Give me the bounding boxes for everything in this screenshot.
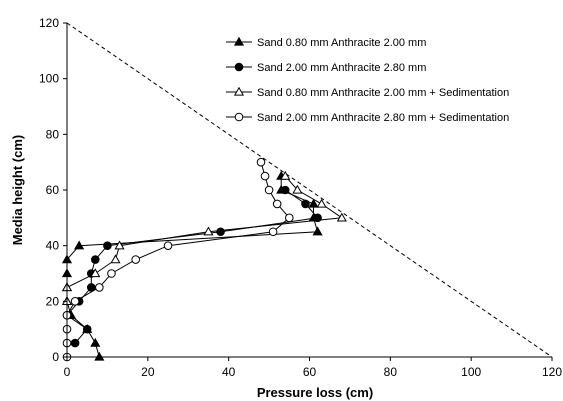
- series-2-point-8: [103, 241, 112, 250]
- series-3-point-3: [90, 268, 101, 278]
- series-1-point-12: [308, 198, 319, 208]
- series-3-point-9: [292, 184, 303, 194]
- plot-area: [61, 22, 553, 362]
- legend-entry-4: Sand 2.00 mm Anthracite 2.80 mm + Sedime…: [226, 112, 509, 124]
- series-4-point-11: [284, 213, 294, 223]
- series-2-point-2: [82, 324, 92, 334]
- legend-label-3: Sand 0.80 mm Anthracite 2.00 mm + Sedime…: [257, 87, 509, 99]
- x-axis-title: Pressure loss (cm): [257, 385, 373, 400]
- legend-marker-2: [234, 62, 244, 72]
- legend-entry-1: Sand 0.80 mm Anthracite 2.00 mm: [226, 36, 426, 49]
- y-tick-label: 120: [39, 16, 59, 30]
- legend-marker-3: [233, 86, 245, 96]
- axes: 0 20 40 60 80 100 120 0 20 40 60 80 100 120: [39, 16, 562, 379]
- series-4-point-6: [95, 283, 104, 292]
- legend-label-2: Sand 2.00 mm Anthracite 2.80 mm: [257, 62, 426, 74]
- series-4-line: [66, 162, 291, 357]
- legend-entry-3: Sand 0.80 mm Anthracite 2.00 mm + Sedime…: [226, 86, 509, 99]
- series-1: [61, 170, 323, 361]
- series-4-point-14: [260, 171, 270, 181]
- series-2-point-9: [216, 227, 225, 237]
- series-1-point-1: [94, 351, 105, 361]
- series-4-point-10: [268, 227, 278, 237]
- series-1-point-9: [74, 240, 85, 250]
- series-3-point-4: [110, 254, 121, 264]
- legend-label-1: Sand 0.80 mm Anthracite 2.00 mm: [257, 37, 426, 49]
- series-3-point-5: [114, 240, 125, 250]
- series-2-point-11: [301, 199, 310, 209]
- y-tick-label: 0: [52, 350, 59, 364]
- x-tick-label: 20: [141, 365, 155, 379]
- y-tick-label: 60: [46, 183, 60, 197]
- x-tick-label: 60: [303, 365, 317, 379]
- series-4-point-13: [264, 185, 274, 195]
- legend-entry-2: Sand 2.00 mm Anthracite 2.80 mm: [226, 62, 426, 74]
- x-tick-label: 120: [542, 365, 562, 379]
- series-2-point-12: [280, 185, 290, 195]
- series-4-point-5: [70, 297, 80, 306]
- series-3-point-8: [316, 198, 327, 208]
- reference-dashed-line: [66, 22, 553, 358]
- y-tick-label: 20: [46, 294, 60, 308]
- series-4-point-12: [272, 199, 282, 209]
- series-4-point-15: [256, 157, 266, 167]
- legend-label-4: Sand 2.00 mm Anthracite 2.80 mm + Sedime…: [257, 112, 509, 124]
- x-tick-label: 0: [64, 365, 71, 379]
- series-3-line: [66, 175, 344, 302]
- series-2-point-1: [70, 338, 80, 348]
- legend-marker-1: [233, 36, 245, 46]
- y-tick-label: 40: [46, 239, 60, 253]
- x-tick-label: 40: [222, 365, 236, 379]
- series-4-point-9: [163, 241, 173, 250]
- legend-marker-4: [234, 112, 244, 122]
- series-2-point-7: [90, 255, 100, 264]
- x-tick-label: 80: [384, 365, 398, 379]
- x-tick-label: 100: [461, 365, 481, 379]
- series-3-point-7: [336, 212, 347, 222]
- y-tick-label: 80: [46, 127, 60, 141]
- series-1-point-2: [90, 337, 101, 347]
- y-tick-label: 100: [39, 72, 59, 86]
- series-3-point-10: [280, 170, 291, 180]
- series-4-point-7: [107, 269, 116, 278]
- legend: Sand 0.80 mm Anthracite 2.00 mm Sand 2.00…: [226, 36, 509, 124]
- y-axis-title: Media height (cm): [10, 135, 25, 246]
- series-3-point-6: [203, 226, 214, 236]
- series-4-point-8: [131, 255, 141, 264]
- series-1-point-10: [312, 226, 323, 236]
